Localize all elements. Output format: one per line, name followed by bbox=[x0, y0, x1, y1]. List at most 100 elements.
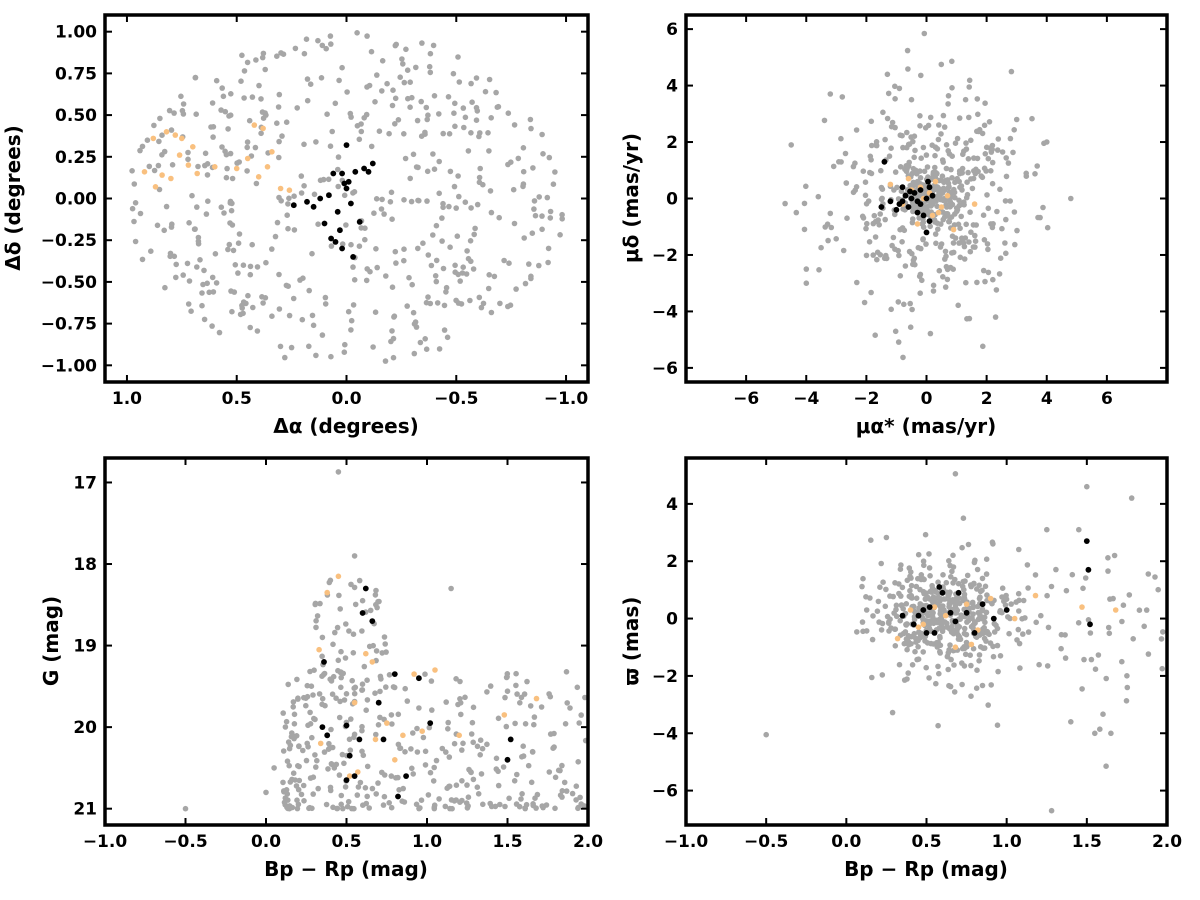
cmd-point-field-stars bbox=[522, 721, 529, 727]
cmd-point-field-stars bbox=[569, 790, 576, 797]
sky-point-field-stars bbox=[283, 119, 290, 125]
cmd-point-field-stars bbox=[349, 677, 356, 684]
sky-point-field-stars bbox=[323, 45, 330, 52]
parallax-point-field-stars bbox=[935, 722, 941, 729]
proper-motion-point-field-stars bbox=[918, 72, 924, 79]
sky-point-field-stars bbox=[329, 128, 336, 135]
sky-point-field-stars bbox=[473, 117, 480, 123]
sky-point-field-stars bbox=[399, 56, 405, 62]
proper-motion-point-field-stars bbox=[824, 221, 831, 227]
sky-point-field-stars bbox=[213, 77, 220, 84]
cmd-point-field-stars bbox=[375, 780, 381, 786]
sky-point-field-stars bbox=[309, 250, 315, 257]
cmd-point-field-stars bbox=[300, 782, 307, 789]
cmd-point-field-stars bbox=[373, 587, 379, 594]
sky-point-field-stars bbox=[307, 81, 314, 87]
sky-point-field-stars bbox=[275, 104, 282, 110]
proper-motion-point-field-stars bbox=[868, 289, 874, 296]
sky-point-field-stars bbox=[238, 78, 244, 84]
cmd-points bbox=[182, 469, 589, 812]
parallax-point-members-orange bbox=[907, 607, 914, 613]
parallax-point-field-stars bbox=[1092, 730, 1098, 737]
parallax-point-field-stars bbox=[1085, 617, 1092, 623]
parallax-point-members-orange bbox=[1011, 615, 1018, 622]
proper-motion-point-field-stars bbox=[947, 199, 954, 205]
sky-point-field-stars bbox=[244, 144, 250, 151]
proper-motion-point-field-stars bbox=[978, 173, 984, 179]
proper-motion-point-field-stars bbox=[838, 135, 844, 142]
cmd-point-field-stars bbox=[506, 795, 512, 802]
parallax-point-field-stars bbox=[907, 573, 913, 580]
sky-point-field-stars bbox=[495, 103, 502, 110]
sky-point-field-stars bbox=[343, 222, 349, 228]
cmd-point-members-black bbox=[351, 773, 358, 779]
proper-motion-point-field-stars bbox=[964, 191, 971, 198]
sky-point-field-stars bbox=[381, 211, 387, 217]
cmd-point-field-stars bbox=[573, 797, 579, 803]
parallax-x-tick-label: 0.5 bbox=[911, 832, 941, 852]
sky-point-members-black bbox=[352, 168, 359, 175]
sky-point-field-stars bbox=[209, 100, 216, 106]
cmd-point-field-stars bbox=[470, 776, 477, 783]
sky-point-field-stars bbox=[476, 294, 483, 301]
cmd-point-field-stars bbox=[294, 805, 301, 812]
proper-motion-point-field-stars bbox=[966, 315, 973, 322]
proper-motion-point-field-stars bbox=[945, 185, 952, 191]
parallax-point-field-stars bbox=[859, 583, 865, 590]
sky-point-field-stars bbox=[328, 41, 334, 47]
parallax-point-field-stars bbox=[959, 645, 966, 652]
sky-point-field-stars bbox=[253, 180, 260, 187]
proper-motion-point-members-black bbox=[905, 204, 912, 210]
cmd-point-field-stars bbox=[287, 779, 294, 785]
sky-point-field-stars bbox=[452, 123, 458, 130]
sky-point-members-orange bbox=[185, 162, 192, 168]
cmd-point-field-stars bbox=[372, 690, 378, 696]
cmd-y-tick-label: 17 bbox=[73, 473, 97, 493]
cmd-point-field-stars bbox=[389, 721, 395, 727]
sky-x-tick-label: 0.5 bbox=[222, 389, 252, 409]
proper-motion-point-field-stars bbox=[993, 287, 1000, 293]
sky-point-field-stars bbox=[169, 162, 176, 168]
proper-motion-point-field-stars bbox=[961, 256, 968, 262]
proper-motion-point-field-stars bbox=[1023, 170, 1029, 177]
proper-motion-point-field-stars bbox=[995, 136, 1002, 142]
sky-point-field-stars bbox=[414, 117, 421, 124]
proper-motion-point-field-stars bbox=[955, 302, 961, 309]
cmd-point-field-stars bbox=[414, 725, 420, 732]
sky-point-field-stars bbox=[223, 174, 230, 181]
cmd-x-tick-label: 1.5 bbox=[492, 832, 522, 852]
parallax-point-field-stars bbox=[964, 572, 971, 579]
parallax-point-field-stars bbox=[946, 591, 952, 597]
sky-point-field-stars bbox=[356, 243, 363, 249]
parallax-point-field-stars bbox=[911, 630, 918, 637]
cmd-point-field-stars bbox=[520, 743, 526, 749]
sky-point-members-black bbox=[341, 180, 348, 187]
proper-motion-point-field-stars bbox=[1011, 127, 1017, 133]
sky-point-field-stars bbox=[279, 133, 285, 139]
sky-point-field-stars bbox=[417, 339, 424, 346]
proper-motion-point-field-stars bbox=[945, 180, 952, 187]
cmd-point-members-orange bbox=[324, 589, 331, 596]
sky-point-field-stars bbox=[252, 144, 259, 151]
proper-motion-point-field-stars bbox=[874, 256, 880, 263]
cmd-point-field-stars bbox=[460, 740, 466, 747]
sky-point-field-stars bbox=[401, 246, 407, 252]
proper-motion-point-field-stars bbox=[974, 96, 981, 102]
cmd-point-field-stars bbox=[459, 747, 465, 753]
proper-motion-point-field-stars bbox=[868, 170, 875, 177]
parallax-point-members-black bbox=[971, 630, 978, 636]
sky-point-field-stars bbox=[231, 289, 238, 295]
proper-motion-point-field-stars bbox=[930, 199, 936, 206]
sky-point-field-stars bbox=[185, 156, 191, 163]
proper-motion-point-field-stars bbox=[942, 284, 949, 290]
parallax-point-field-stars bbox=[1080, 585, 1086, 592]
proper-motion-point-members-black bbox=[902, 192, 909, 199]
cmd-point-field-stars bbox=[497, 801, 503, 808]
sky-point-field-stars bbox=[401, 197, 407, 203]
sky-point-field-stars bbox=[218, 204, 225, 210]
proper-motion-point-field-stars bbox=[918, 155, 924, 161]
sky-point-field-stars bbox=[407, 79, 414, 85]
cmd-point-field-stars bbox=[364, 793, 371, 800]
cmd-point-field-stars bbox=[361, 663, 368, 670]
